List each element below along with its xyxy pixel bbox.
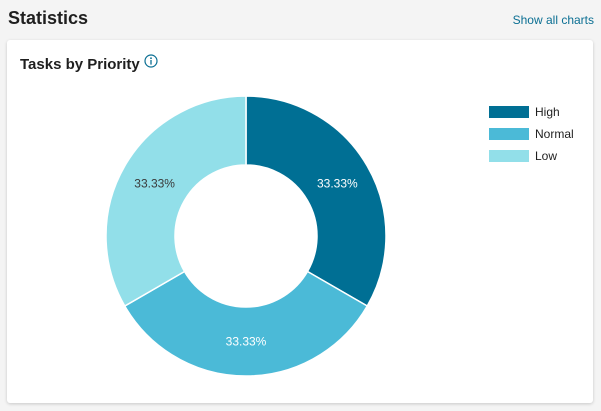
chart-title: Tasks by Priority: [20, 56, 140, 73]
tasks-by-priority-card: Tasks by Priority 33.33% 33.33% 33.33% Hig…: [7, 40, 593, 403]
legend-label: Low: [535, 149, 558, 163]
donut-slice-high[interactable]: [245, 95, 387, 308]
page-title: Statistics: [8, 8, 89, 28]
legend-label: Normal: [535, 127, 574, 141]
slice-label-normal: 33.33%: [226, 335, 267, 349]
donut-slice-normal[interactable]: [123, 270, 369, 377]
slice-label-high: 33.33%: [317, 176, 358, 190]
legend-item-high[interactable]: High: [489, 101, 574, 123]
donut-slice-low[interactable]: [105, 95, 247, 308]
show-all-charts-link[interactable]: Show all charts: [512, 13, 594, 27]
slice-label-low: 33.33%: [134, 176, 175, 190]
legend-item-low[interactable]: Low: [489, 145, 574, 167]
statistics-header: Statistics Show all charts: [8, 0, 594, 38]
legend-swatch: [489, 128, 529, 140]
legend-label: High: [535, 105, 560, 119]
legend-swatch: [489, 106, 529, 118]
info-icon[interactable]: [144, 54, 158, 68]
legend-swatch: [489, 150, 529, 162]
chart-legend: High Normal Low: [489, 101, 574, 167]
donut-chart: 33.33% 33.33% 33.33%: [105, 95, 387, 377]
legend-item-normal[interactable]: Normal: [489, 123, 574, 145]
